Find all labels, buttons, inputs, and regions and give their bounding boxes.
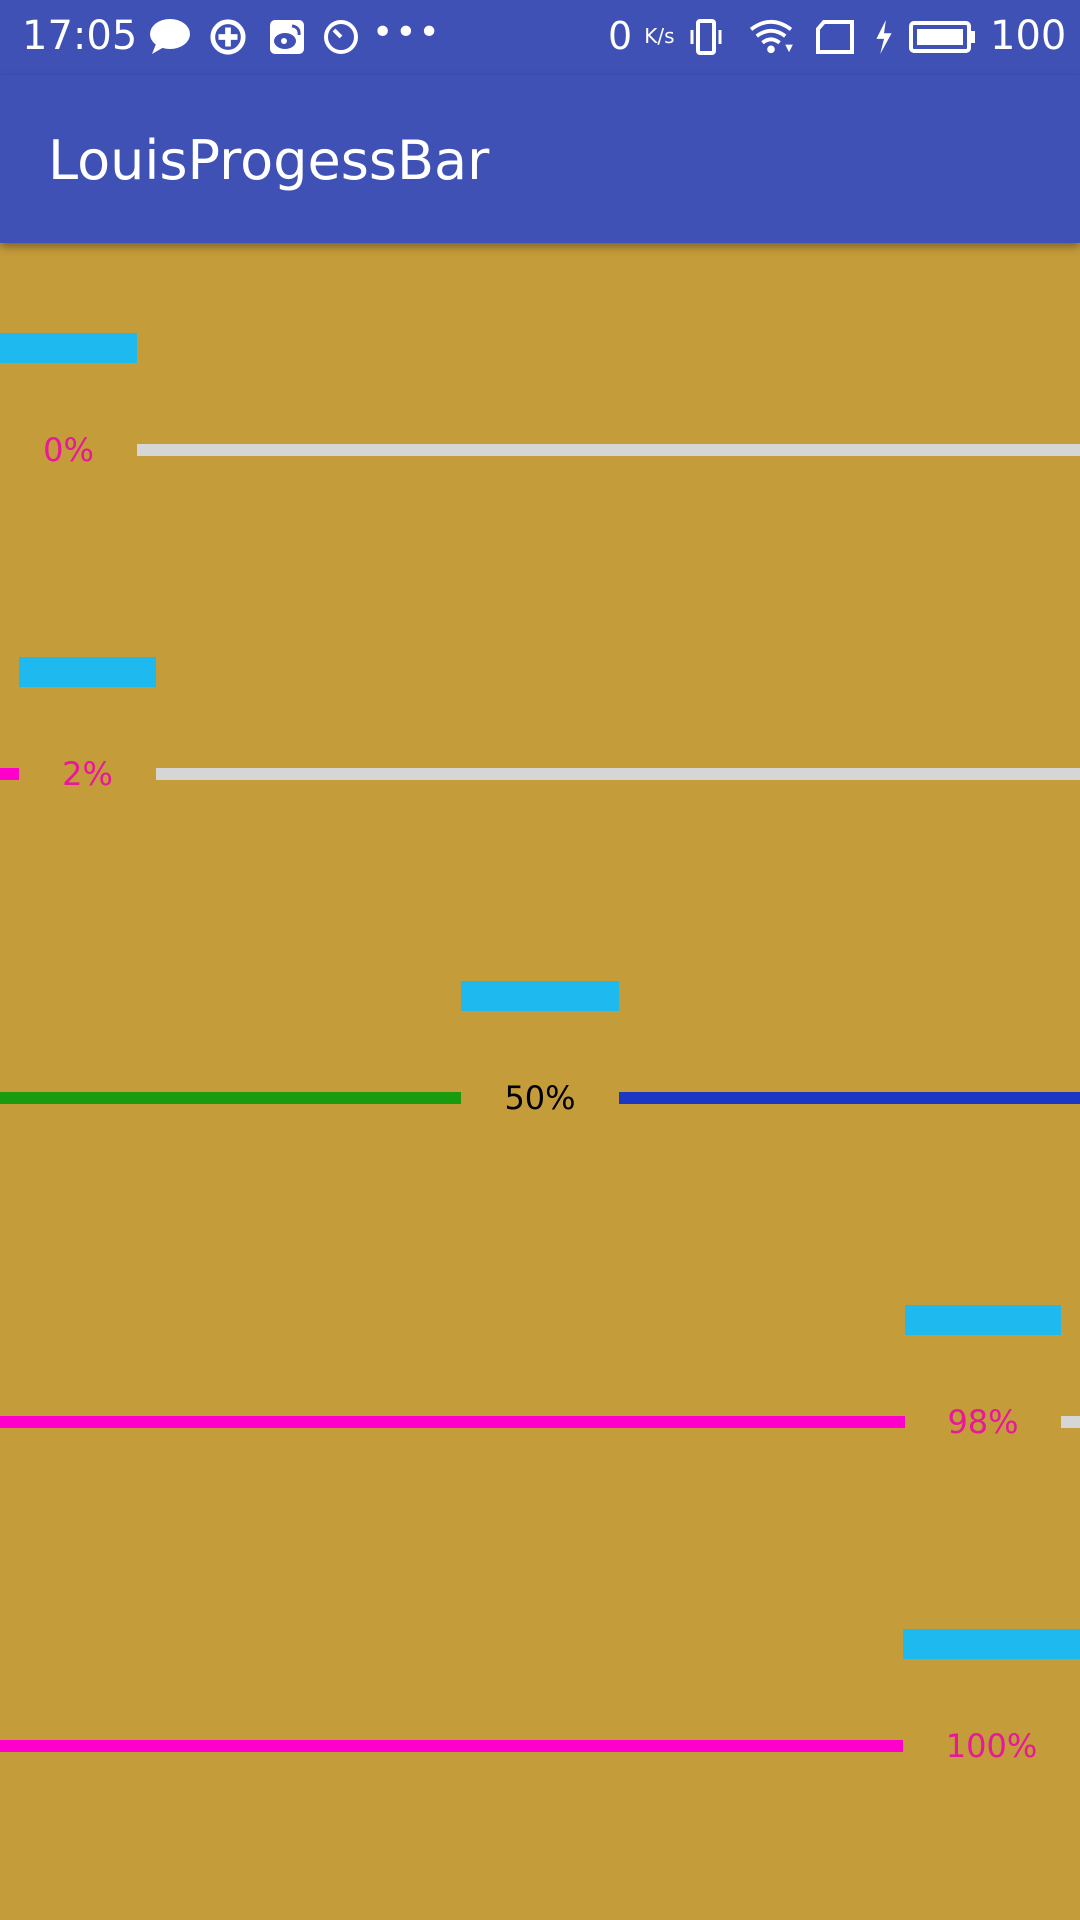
progress-fill (0, 768, 19, 780)
battery-percent: 100 (990, 13, 1067, 59)
progress-tag (461, 981, 619, 1011)
net-speed-unit: K/s (644, 24, 675, 48)
app-bar: LouisProgessBar (0, 75, 1080, 243)
progress-track (1061, 1416, 1080, 1428)
status-bar: 17:05 ••• 0 K/s 1 (0, 0, 1080, 75)
progress-track (156, 768, 1080, 780)
progress-track (619, 1092, 1080, 1104)
progress-fill (0, 1416, 905, 1428)
status-time: 17:05 (22, 13, 138, 59)
chat-bubble-icon (150, 19, 190, 54)
wifi-icon (749, 19, 793, 54)
progress-tag (0, 333, 137, 363)
progress-track (137, 444, 1080, 456)
progress-fill (0, 1092, 461, 1104)
progress-tag (19, 657, 156, 687)
timer-icon (324, 20, 358, 54)
more-dots-icon: ••• (372, 12, 442, 53)
progress-label: 0% (43, 431, 94, 469)
net-speed-value: 0 (608, 14, 633, 58)
weibo-icon (270, 20, 304, 54)
net-speed: 0 K/s (608, 14, 675, 58)
progress-label: 98% (947, 1403, 1019, 1441)
sim-icon (816, 20, 854, 54)
charging-icon (876, 19, 892, 55)
progress-label: 50% (504, 1079, 576, 1117)
progress-label: 100% (945, 1727, 1038, 1765)
progress-fill (0, 1740, 903, 1752)
vibrate-icon (690, 19, 722, 55)
app-title: LouisProgessBar (48, 129, 490, 192)
sync-icon (210, 19, 246, 55)
progress-tag (903, 1629, 1080, 1659)
progress-label: 2% (62, 755, 113, 793)
battery-icon (909, 21, 975, 53)
progress-tag (905, 1305, 1061, 1335)
